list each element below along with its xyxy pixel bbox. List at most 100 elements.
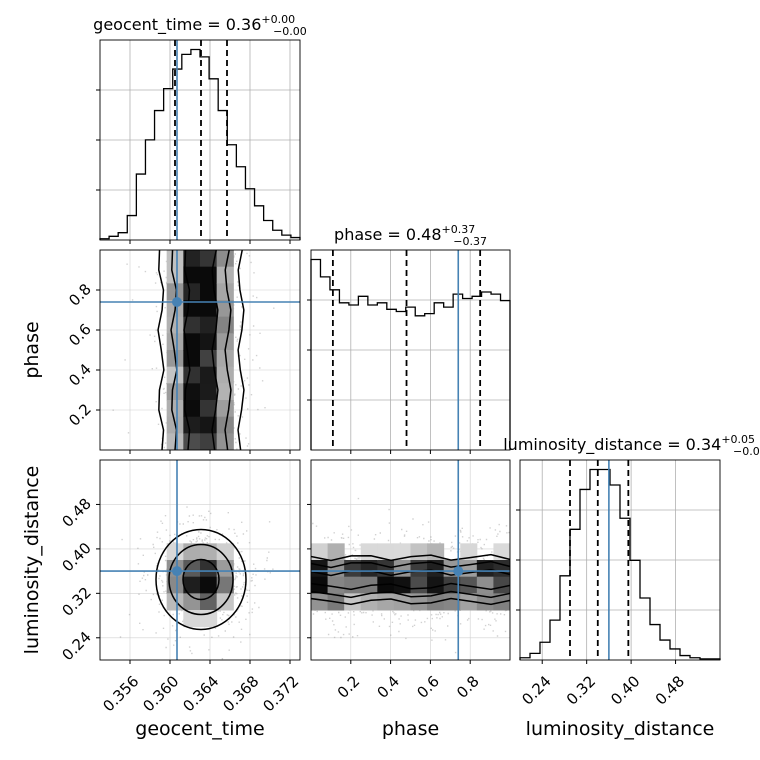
x-tick-label-phase: 0.2: [334, 672, 364, 702]
x-axis-label-geocent_time: geocent_time: [135, 718, 264, 740]
contour-outer-top: [311, 553, 510, 562]
panel-frame: [99, 459, 301, 661]
density-bin: [183, 283, 201, 301]
y-tick-label-luminosity_distance: 0.24: [58, 628, 94, 664]
density-bin: [200, 350, 218, 368]
density-bin: [166, 333, 184, 351]
density-bin: [166, 543, 184, 561]
density-bin: [460, 576, 478, 594]
density-bin: [327, 576, 345, 594]
contour-inner-bottom: [311, 582, 510, 591]
x-axis-label-phase: phase: [382, 718, 439, 740]
density-bin: [360, 593, 378, 611]
density-bin: [183, 383, 201, 401]
density-bin: [183, 576, 201, 594]
x-tick-label-geocent_time: 0.356: [99, 672, 142, 715]
contour-middle-top: [311, 560, 510, 569]
histogram-luminosity_distance: [519, 468, 721, 660]
title-plus: +0.05: [721, 433, 755, 446]
density-bin: [200, 250, 218, 268]
density-bin: [476, 576, 494, 594]
x-tick-label-phase: 0.4: [374, 672, 404, 702]
y-tick-label-phase: 0.2: [65, 400, 95, 430]
density-panel-phase-luminosity_distance: [307, 459, 511, 664]
panel-frame: [99, 249, 301, 451]
density-bin: [200, 266, 218, 284]
density-bin: [200, 383, 218, 401]
density-bin: [200, 300, 218, 318]
density-bin: [200, 400, 218, 418]
density-bin: [344, 576, 362, 594]
hist-panel-phase: phase = 0.48+0.37 −0.37: [307, 223, 511, 454]
contour-outer-right: [237, 250, 245, 450]
density-bin: [377, 543, 395, 561]
x-tick-label-geocent_time: 0.368: [219, 672, 262, 715]
y-tick-label-phase: 0.6: [65, 320, 95, 350]
panel-frame: [99, 39, 301, 241]
density-bin: [200, 560, 218, 578]
density-bin: [460, 543, 478, 561]
density-bin: [311, 543, 329, 561]
x-tick-label-luminosity_distance: 0.40: [607, 672, 643, 708]
density-bin: [200, 593, 218, 611]
density-bin: [183, 593, 201, 611]
title-minus: −0.05: [733, 445, 760, 458]
x-tick-label-luminosity_distance: 0.32: [563, 672, 599, 708]
density-bin: [427, 576, 445, 594]
density-bin: [410, 593, 428, 611]
contour-outer-bottom: [311, 597, 510, 606]
density-bin: [327, 543, 345, 561]
y-tick-label-phase: 0.8: [65, 280, 95, 310]
x-tick-label-geocent_time: 0.360: [139, 672, 182, 715]
panel-title-phase: phase = 0.48+0.37 −0.37: [334, 223, 487, 248]
title-plus: +0.37: [442, 223, 476, 236]
density-bin: [183, 316, 201, 334]
density-bin: [183, 433, 201, 450]
density-bin: [216, 543, 234, 561]
density-bin: [460, 560, 478, 578]
density-bin: [216, 576, 234, 594]
title-plus: +0.00: [261, 13, 295, 26]
density-bin: [216, 400, 234, 418]
density-bin: [216, 316, 234, 334]
x-tick-label-geocent_time: 0.372: [259, 672, 302, 715]
density-bin: [183, 366, 201, 384]
density-bin: [183, 416, 201, 434]
density-bin: [183, 560, 201, 578]
contour-middle: [168, 543, 234, 616]
density-bin: [166, 383, 184, 401]
contour-middle-bottom: [311, 590, 510, 599]
density-bin: [200, 610, 218, 628]
y-tick-label-luminosity_distance: 0.48: [58, 495, 94, 531]
density-bin: [200, 316, 218, 334]
density-bin: [377, 593, 395, 611]
density-bin: [410, 576, 428, 594]
density-bin: [460, 593, 478, 611]
panel-content: [100, 250, 300, 450]
title-main: geocent_time = 0.36: [93, 15, 261, 35]
contour-outer: [155, 528, 247, 631]
contour-inner-right: [211, 250, 219, 450]
y-tick-label-phase: 0.4: [65, 360, 95, 390]
panel-frame: [519, 459, 721, 661]
title-minus: −0.00: [273, 25, 307, 38]
title-minus: −0.37: [453, 235, 487, 248]
density-bin: [216, 433, 234, 450]
x-axis-label-luminosity_distance: luminosity_distance: [526, 718, 715, 740]
density-bin: [216, 333, 234, 351]
density-bin: [393, 543, 411, 561]
density-bin: [166, 266, 184, 284]
panel-content: [311, 460, 510, 660]
histogram-phase: [310, 258, 511, 450]
x-tick-label-geocent_time: 0.364: [179, 672, 222, 715]
density-bin: [360, 543, 378, 561]
density-bin: [200, 366, 218, 384]
density-bin: [216, 283, 234, 301]
title-main: luminosity_distance = 0.34: [503, 435, 721, 455]
x-tick-label-phase: 0.6: [413, 672, 443, 702]
density-bin: [344, 560, 362, 578]
density-bin: [443, 576, 461, 594]
density-bin: [183, 333, 201, 351]
density-bin: [393, 576, 411, 594]
hist-panel-luminosity_distance: luminosity_distance = 0.34+0.05−0.05: [503, 433, 760, 664]
